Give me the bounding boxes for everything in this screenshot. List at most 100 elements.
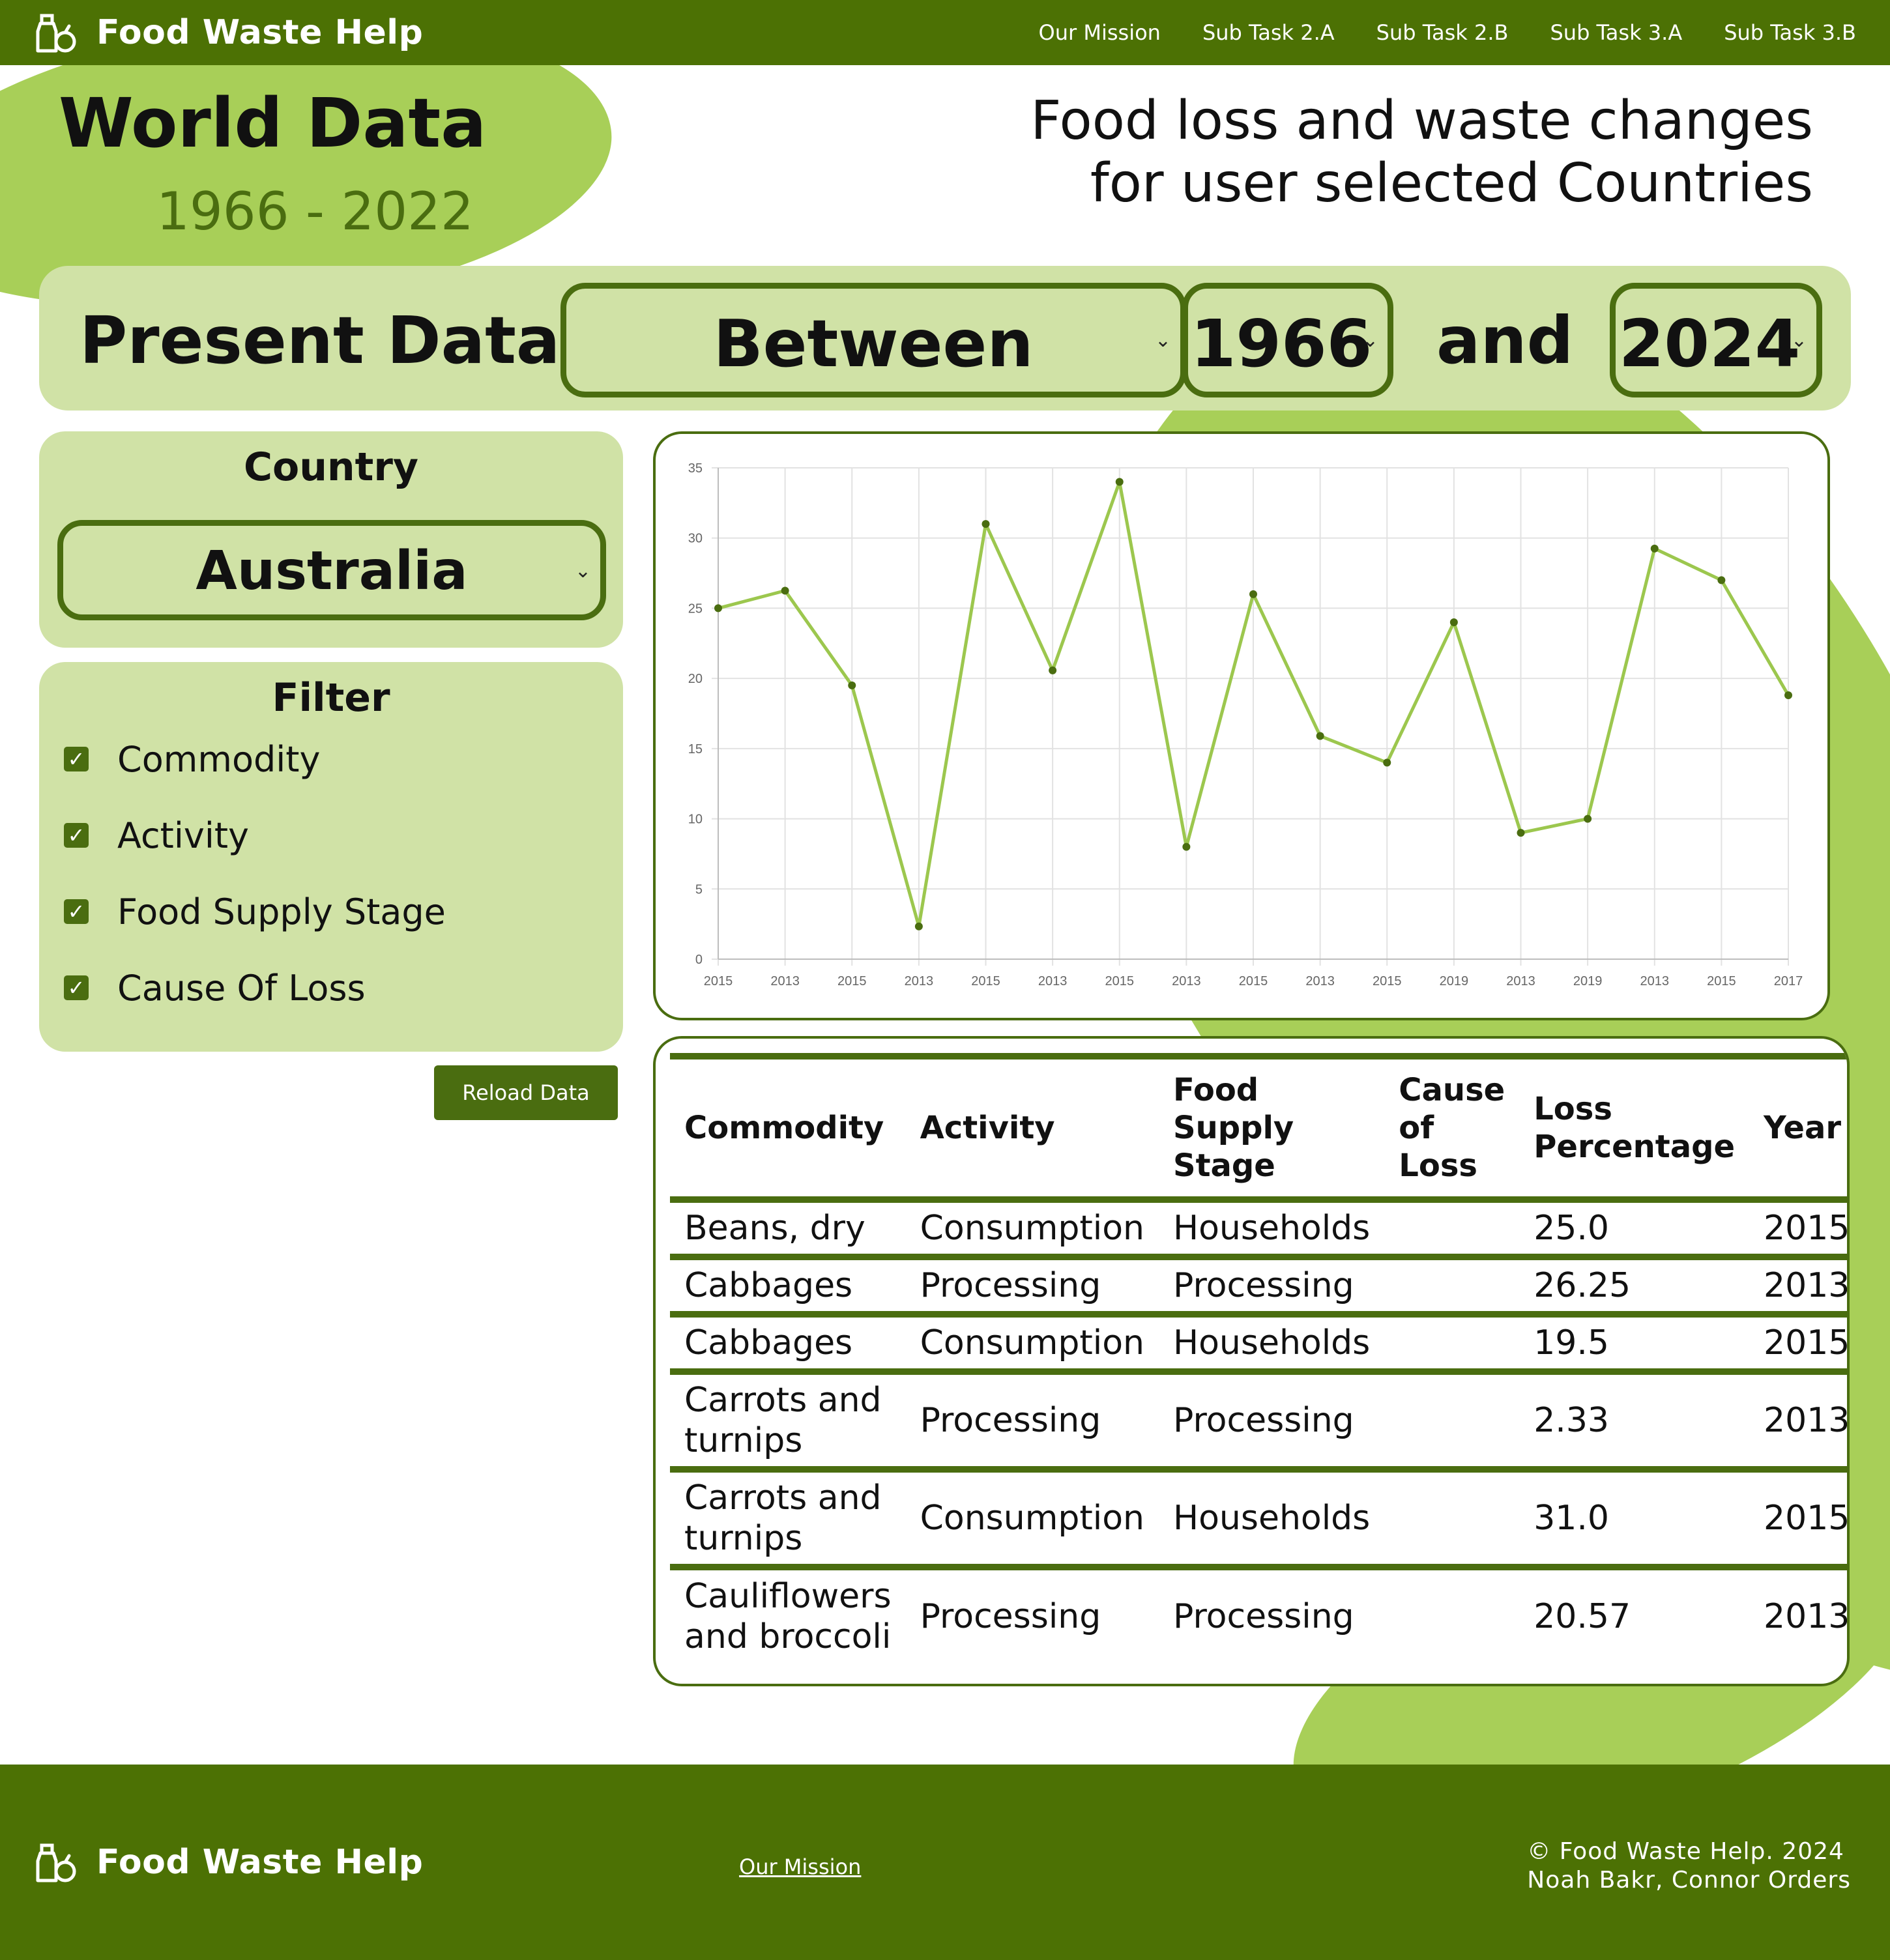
- end-year-select[interactable]: 2024 ⌄: [1610, 283, 1822, 397]
- filter-option-activity[interactable]: ✓ Activity: [64, 813, 249, 858]
- start-year-value: 1966: [1190, 306, 1373, 382]
- y-tick-label: 20: [688, 672, 703, 686]
- cell-cause-of-loss: [1384, 1372, 1519, 1469]
- checkbox-checked[interactable]: ✓: [64, 975, 89, 1000]
- filter-label: Food Supply Stage: [117, 891, 446, 932]
- brand-name: Food Waste Help: [96, 13, 424, 52]
- checkbox-checked[interactable]: ✓: [64, 747, 89, 771]
- nav-link-our-mission[interactable]: Our Mission: [1038, 20, 1161, 45]
- cell-activity: Consumption: [920, 1499, 1144, 1538]
- cell-year: 2013: [1764, 1401, 1850, 1440]
- cell-commodity: Beans, dry: [684, 1209, 865, 1248]
- table-row: Cabbages Consumption Households 19.5 201…: [670, 1314, 1847, 1372]
- cell-loss-percentage: 25.0: [1534, 1209, 1609, 1248]
- copyright-text: © Food Waste Help. 2024: [1527, 1838, 1844, 1865]
- cell-year: 2015: [1764, 1499, 1850, 1538]
- country-panel: Country Australia ⌄: [39, 431, 623, 648]
- nav-link-sub-task-2a[interactable]: Sub Task 2.A: [1202, 20, 1335, 45]
- x-tick-label: 2013: [1305, 974, 1335, 988]
- data-point: [1182, 843, 1191, 851]
- filter-option-cause-of-loss[interactable]: ✓ Cause Of Loss: [64, 965, 366, 1011]
- data-point: [1049, 666, 1057, 674]
- food-bag-icon: [36, 14, 76, 53]
- filter-option-food-supply-stage[interactable]: ✓ Food Supply Stage: [64, 889, 446, 934]
- data-point: [1383, 758, 1391, 767]
- filter-title: Filter: [272, 675, 390, 721]
- country-select[interactable]: Australia ⌄: [57, 520, 606, 620]
- cell-cause-of-loss: [1384, 1314, 1519, 1372]
- data-point: [1517, 829, 1525, 837]
- and-label: and: [1436, 302, 1574, 379]
- nav-link-sub-task-3a[interactable]: Sub Task 3.A: [1550, 20, 1683, 45]
- subtitle-line-2: for user selected Countries: [1090, 152, 1813, 214]
- x-tick-label: 2015: [1105, 974, 1135, 988]
- y-tick-label: 15: [688, 742, 703, 757]
- data-point: [781, 586, 789, 595]
- x-tick-label: 2019: [1440, 974, 1469, 988]
- present-data-bar: Present Data Between ⌄ 1966 ⌄ and 2024 ⌄: [39, 266, 1851, 411]
- nav-link-sub-task-3b[interactable]: Sub Task 3.B: [1724, 20, 1856, 45]
- range-mode-select[interactable]: Between ⌄: [560, 283, 1186, 397]
- table-row: Cabbages Processing Processing 26.25 201…: [670, 1257, 1850, 1314]
- brand-logo[interactable]: Food Waste Help: [34, 7, 423, 59]
- filter-label: Commodity: [117, 738, 321, 780]
- table-row: Carrots and turnips Processing Processin…: [670, 1372, 1850, 1469]
- x-tick-label: 2013: [905, 974, 934, 988]
- cell-year: 2015: [1764, 1209, 1850, 1248]
- chevron-down-icon: ⌄: [1790, 329, 1807, 352]
- footer-brand-name: Food Waste Help: [96, 1843, 424, 1882]
- column-header-activity: Activity: [920, 1110, 1055, 1146]
- subtitle-line-1: Food loss and waste changes: [1030, 90, 1813, 152]
- page-subtitle: Food loss and waste changes for user sel…: [901, 90, 1813, 215]
- cell-loss-percentage: 2.33: [1534, 1401, 1609, 1440]
- x-tick-label: 2013: [770, 974, 800, 988]
- table-header-row: Commodity Activity Food Supply Stage Cau…: [670, 1056, 1847, 1200]
- checkbox-checked[interactable]: ✓: [64, 823, 89, 848]
- filter-option-commodity[interactable]: ✓ Commodity: [64, 736, 320, 782]
- column-header-food-supply-stage: Food Supply Stage: [1173, 1072, 1294, 1184]
- data-point: [1650, 544, 1659, 553]
- data-point: [914, 922, 923, 930]
- cell-year: 2013: [1764, 1266, 1850, 1305]
- start-year-select[interactable]: 1966 ⌄: [1182, 283, 1393, 397]
- cell-activity: Processing: [920, 1266, 1101, 1305]
- column-header-loss-percentage: Loss Percentage: [1534, 1091, 1736, 1165]
- y-tick-label: 25: [688, 601, 703, 616]
- country-title: Country: [243, 444, 419, 490]
- data-point: [1717, 576, 1726, 584]
- footer-link-our-mission[interactable]: Our Mission: [739, 1854, 862, 1879]
- nav-link-sub-task-2b[interactable]: Sub Task 2.B: [1376, 20, 1509, 45]
- data-point: [981, 520, 990, 528]
- cell-cause-of-loss: [1384, 1567, 1519, 1662]
- column-header-cause-of-loss: Cause of Loss: [1399, 1072, 1505, 1184]
- cell-food-supply-stage: Households: [1173, 1209, 1371, 1248]
- y-tick-label: 0: [695, 953, 703, 967]
- cell-loss-percentage: 20.57: [1534, 1596, 1631, 1636]
- cell-food-supply-stage: Processing: [1173, 1401, 1354, 1440]
- filter-label: Activity: [117, 814, 249, 856]
- x-tick-label: 2013: [1172, 974, 1201, 988]
- table-panel: Commodity Activity Food Supply Stage Cau…: [653, 1036, 1850, 1686]
- data-point: [848, 681, 856, 689]
- cell-loss-percentage: 26.25: [1534, 1266, 1631, 1305]
- y-tick-label: 30: [688, 532, 703, 546]
- end-year-value: 2024: [1618, 306, 1801, 382]
- checkbox-checked[interactable]: ✓: [64, 899, 89, 924]
- nav-links: Our Mission Sub Task 2.A Sub Task 2.B Su…: [1039, 0, 1856, 65]
- reload-data-button[interactable]: Reload Data: [434, 1065, 618, 1120]
- x-tick-label: 2013: [1038, 974, 1068, 988]
- cell-food-supply-stage: Processing: [1173, 1596, 1354, 1636]
- column-header-year: Year: [1764, 1110, 1841, 1146]
- y-tick-label: 10: [688, 813, 703, 827]
- year-range: 1966 - 2022: [156, 181, 474, 242]
- chevron-down-icon: ⌄: [1361, 329, 1378, 352]
- page-title: World Data: [59, 83, 487, 163]
- y-tick-label: 5: [695, 882, 703, 897]
- x-tick-label: 2013: [1506, 974, 1535, 988]
- x-tick-label: 2019: [1573, 974, 1603, 988]
- table-row: Cauliflowers and broccoli Processing Pro…: [670, 1567, 1847, 1662]
- cell-loss-percentage: 19.5: [1534, 1323, 1609, 1362]
- table-row: Carrots and turnips Consumption Househol…: [670, 1469, 1850, 1567]
- x-tick-label: 2015: [971, 974, 1000, 988]
- footer-brand[interactable]: Food Waste Help: [34, 1836, 423, 1888]
